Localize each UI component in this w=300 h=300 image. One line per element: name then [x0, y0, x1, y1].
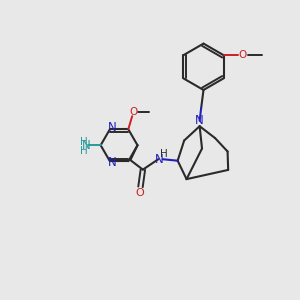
Text: N: N	[154, 153, 163, 166]
Text: N: N	[195, 114, 204, 127]
Text: H: H	[80, 137, 88, 147]
Text: H: H	[80, 146, 88, 156]
Text: H: H	[160, 149, 167, 159]
Text: N: N	[108, 121, 117, 134]
Text: O: O	[129, 107, 137, 117]
Text: N: N	[81, 139, 90, 152]
Text: O: O	[136, 188, 144, 198]
Text: N: N	[108, 156, 117, 169]
Text: O: O	[239, 50, 247, 60]
